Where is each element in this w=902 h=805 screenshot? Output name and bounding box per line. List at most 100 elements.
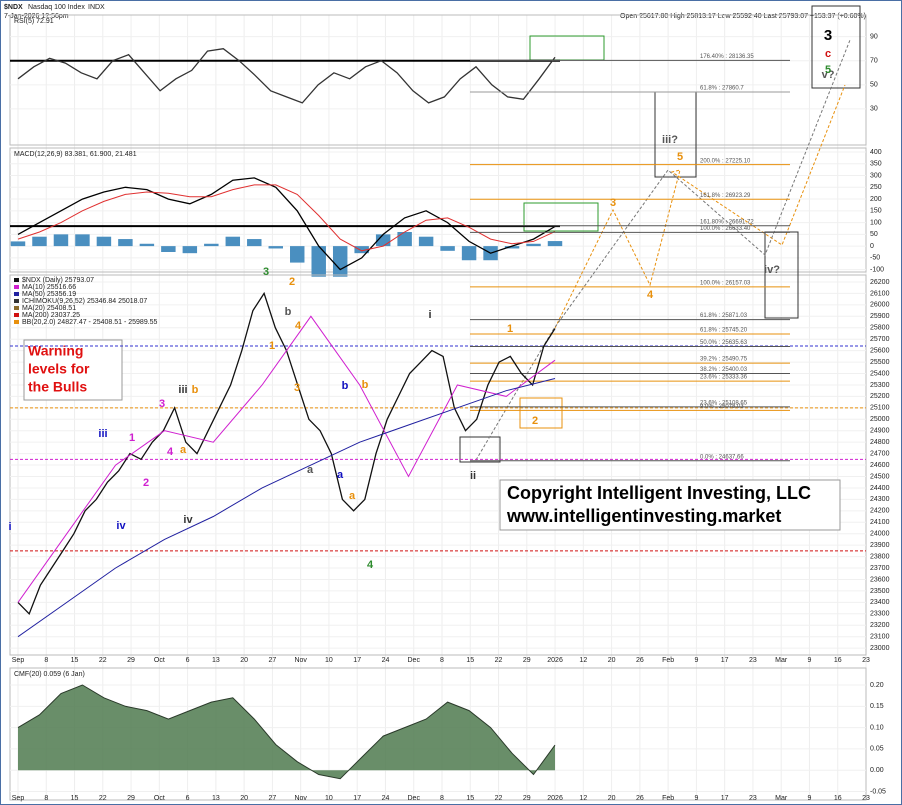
legend-label: BB(20,2.0) 24827.47 - 25408.51 - 25989.5…	[22, 319, 158, 326]
wave-label: 5	[677, 151, 683, 163]
x-tick-label: 12	[579, 657, 587, 664]
y-tick-label: 24800	[870, 439, 890, 446]
histogram-bar	[53, 234, 69, 247]
y-tick-label: 23100	[870, 634, 890, 641]
x-tick-label: 20	[240, 795, 248, 802]
y-tick-label: 70	[870, 58, 878, 65]
y-tick-label: -50	[870, 255, 880, 262]
fib-label: 39.2% : 25490.75	[700, 357, 748, 363]
x-tick-label: 2026	[547, 795, 563, 802]
wave-label: b	[285, 306, 292, 318]
series-line	[17, 177, 556, 271]
wave-label: 3	[294, 382, 300, 394]
wave-label: 3	[610, 197, 616, 209]
y-tick-label: 150	[870, 208, 882, 215]
wave-label: 4	[295, 320, 302, 332]
wave-label: iv?	[764, 264, 780, 276]
x-tick-label: 23	[749, 795, 757, 802]
x-tick-label: 8	[440, 657, 444, 664]
y-tick-label: 23300	[870, 611, 890, 618]
x-tick-label: Sep	[12, 657, 25, 664]
histogram-bar	[268, 246, 283, 249]
y-tick-label: 25400	[870, 370, 890, 377]
histogram-bar	[504, 246, 520, 249]
warning-text: levels for	[28, 361, 90, 377]
x-tick-label: 29	[523, 657, 531, 664]
panel-title: CMF(20) 0.059 (6 Jan)	[14, 671, 85, 678]
wave-label: b	[342, 380, 349, 392]
wave-label: v?	[822, 69, 835, 81]
quote: Open 25617.80 High 25813.17 Low 25592.40…	[620, 13, 866, 20]
x-tick-label: 17	[721, 795, 729, 802]
y-tick-label: 25000	[870, 416, 890, 423]
x-tick-label: 17	[353, 657, 361, 664]
wave-label: 4	[367, 559, 374, 571]
x-tick-label: 29	[127, 795, 135, 802]
x-tick-label: 22	[99, 657, 107, 664]
legend-swatch	[14, 278, 19, 282]
histogram-bar	[225, 236, 241, 247]
wave-label: 2	[289, 276, 295, 288]
histogram-bar	[311, 246, 326, 277]
y-tick-label: 90	[870, 34, 878, 41]
series-line	[17, 48, 556, 104]
legend-label: MA(50) 25356.19	[22, 291, 76, 298]
y-tick-label: 26000	[870, 302, 890, 309]
y-tick-label: 24300	[870, 496, 890, 503]
y-tick-label: -100	[870, 266, 884, 273]
x-tick-label: 27	[269, 795, 277, 802]
x-tick-label: 20	[240, 657, 248, 664]
wave-label: 1	[269, 340, 275, 352]
legend-label: ICHIMOKU(9,26,52) 25346.84 25018.07	[22, 298, 147, 305]
y-tick-label: 300	[870, 172, 882, 179]
histogram-bar	[75, 234, 90, 247]
panel	[9, 667, 867, 801]
x-tick-label: Feb	[662, 795, 674, 802]
x-tick-label: 10	[325, 795, 333, 802]
fib-label: 50.0% : 25635.63	[700, 340, 748, 346]
x-tick-label: Sep	[12, 795, 25, 802]
copyright: Copyright Intelligent Investing, LLC	[507, 483, 811, 503]
panel	[9, 14, 867, 146]
wave-label: iii	[98, 428, 107, 440]
x-tick-label: 6	[186, 795, 190, 802]
histogram-bar	[440, 246, 455, 251]
x-tick-label: 22	[99, 795, 107, 802]
x-tick-label: 13	[212, 795, 220, 802]
y-tick-label: 26100	[870, 290, 890, 297]
histogram-bar	[526, 243, 541, 247]
y-tick-label: 24900	[870, 428, 890, 435]
y-tick-label: 23700	[870, 565, 890, 572]
x-tick-label: 20	[608, 657, 616, 664]
x-tick-label: 13	[212, 657, 220, 664]
y-tick-label: 0.20	[870, 682, 884, 689]
x-tick-label: 8	[440, 795, 444, 802]
y-tick-label: 24600	[870, 462, 890, 469]
y-tick-label: 0.10	[870, 724, 884, 731]
wave-label: 4	[647, 289, 654, 301]
legend-swatch	[14, 306, 19, 310]
x-tick-label: 16	[834, 657, 842, 664]
fib-label: 161.8% : 26923.29	[700, 193, 751, 199]
warning-text: Warning	[28, 343, 83, 359]
y-tick-label: 24100	[870, 519, 890, 526]
x-tick-label: 9	[694, 657, 698, 664]
x-tick-label: 29	[127, 657, 135, 664]
series-line	[17, 378, 556, 638]
wave-label: 5	[825, 64, 831, 76]
histogram-bar	[397, 232, 412, 247]
y-tick-label: 25600	[870, 347, 890, 354]
y-tick-label: 25300	[870, 382, 890, 389]
legend-label: MA(10) 25516.66	[22, 284, 76, 291]
y-tick-label: -0.05	[870, 788, 886, 795]
y-tick-label: 25800	[870, 325, 890, 332]
x-tick-label: 12	[579, 795, 587, 802]
x-tick-label: 15	[466, 657, 474, 664]
box	[459, 436, 501, 463]
y-tick-label: 350	[870, 161, 882, 168]
x-tick-label: 27	[269, 657, 277, 664]
x-tick-label: Oct	[154, 795, 165, 802]
y-tick-label: 26200	[870, 279, 890, 286]
y-tick-label: 250	[870, 184, 882, 191]
